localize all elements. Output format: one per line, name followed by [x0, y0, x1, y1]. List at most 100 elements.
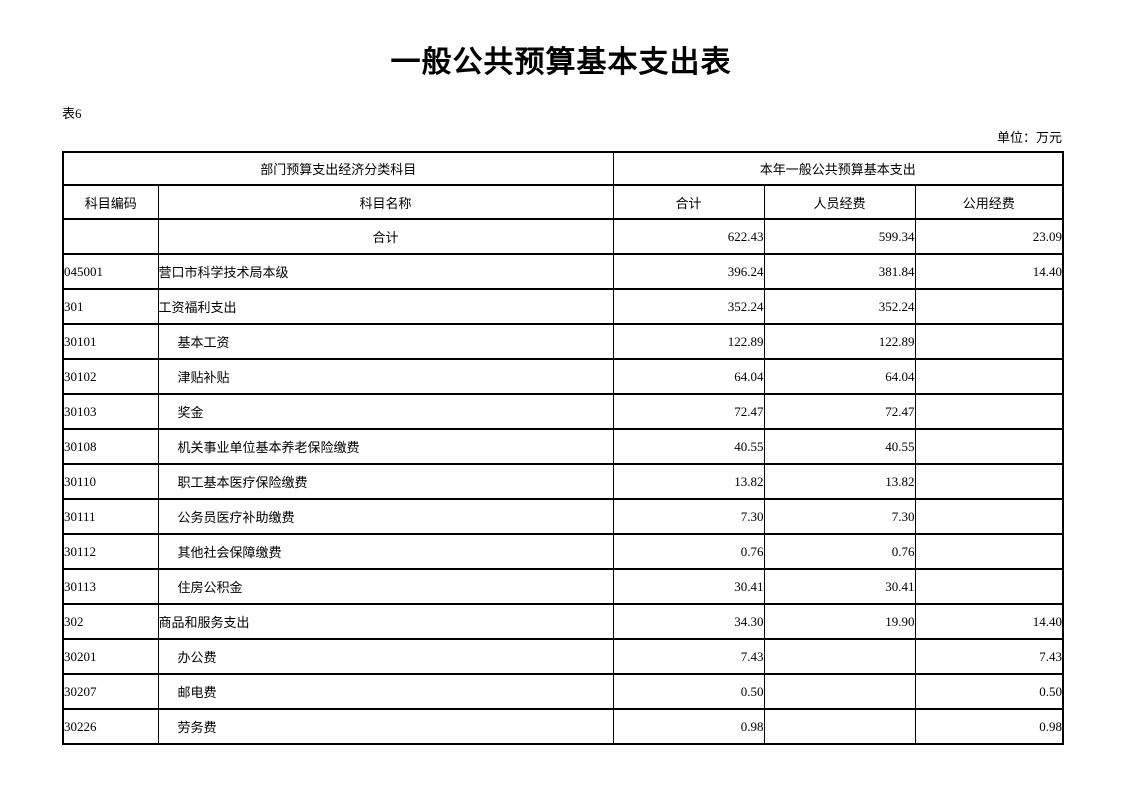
code-cell: 30112: [62, 533, 159, 570]
personnel-funds-cell: 64.04: [763, 358, 916, 395]
name-cell: 其他社会保障缴费: [157, 533, 614, 570]
personnel-funds-cell: 30.41: [763, 568, 916, 605]
unit-label: 单位：万元: [996, 130, 1062, 145]
table-row: 30113 住房公积金 30.41 30.41: [62, 568, 1064, 605]
public-funds-cell: [914, 393, 1064, 430]
public-funds-cell: [914, 288, 1064, 325]
header-personnel-funds: 人员经费: [763, 184, 916, 220]
personnel-funds-cell: 599.34: [763, 218, 916, 255]
public-funds-cell: 0.98: [914, 708, 1064, 745]
name-cell: 职工基本医疗保险缴费: [157, 463, 614, 500]
table-row: 30108 机关事业单位基本养老保险缴费 40.55 40.55: [62, 428, 1064, 465]
personnel-funds-cell: 381.84: [763, 253, 916, 290]
public-funds-cell: [914, 428, 1064, 465]
personnel-funds-cell: 352.24: [763, 288, 916, 325]
header-subject-name: 科目名称: [157, 184, 614, 220]
total-cell: 72.47: [612, 393, 765, 430]
personnel-funds-cell: [763, 673, 916, 710]
total-cell: 622.43: [612, 218, 765, 255]
code-cell: 045001: [62, 253, 159, 290]
table-number-label: 表6: [62, 106, 82, 121]
personnel-funds-cell: 40.55: [763, 428, 916, 465]
header-public-funds: 公用经费: [914, 184, 1064, 220]
table-row: 302 商品和服务支出 34.30 19.90 14.40: [62, 603, 1064, 640]
table-header-columns-row: 科目编码 科目名称 合计 人员经费 公用经费: [62, 184, 1064, 220]
public-funds-cell: 7.43: [914, 638, 1064, 675]
personnel-funds-cell: 0.76: [763, 533, 916, 570]
public-funds-cell: [914, 358, 1064, 395]
code-cell: 30103: [62, 393, 159, 430]
total-cell: 7.43: [612, 638, 765, 675]
name-cell: 住房公积金: [157, 568, 614, 605]
total-cell: 0.76: [612, 533, 765, 570]
total-cell: 13.82: [612, 463, 765, 500]
public-funds-cell: 14.40: [914, 603, 1064, 640]
header-total: 合计: [612, 184, 765, 220]
total-cell: 122.89: [612, 323, 765, 360]
personnel-funds-cell: 19.90: [763, 603, 916, 640]
public-funds-cell: 14.40: [914, 253, 1064, 290]
name-cell: 营口市科学技术局本级: [157, 253, 614, 290]
name-cell: 邮电费: [157, 673, 614, 710]
total-cell: 396.24: [612, 253, 765, 290]
table-row: 30207 邮电费 0.50 0.50: [62, 673, 1064, 710]
public-funds-cell: 23.09: [914, 218, 1064, 255]
header-current-year-basic-expenditure: 本年一般公共预算基本支出: [612, 151, 1064, 186]
code-cell: 302: [62, 603, 159, 640]
table-row: 30110 职工基本医疗保险缴费 13.82 13.82: [62, 463, 1064, 500]
code-cell: 30113: [62, 568, 159, 605]
code-cell: 30201: [62, 638, 159, 675]
total-cell: 34.30: [612, 603, 765, 640]
total-cell: 7.30: [612, 498, 765, 535]
personnel-funds-cell: 72.47: [763, 393, 916, 430]
table-header-group-row: 部门预算支出经济分类科目 本年一般公共预算基本支出: [62, 151, 1064, 186]
table-row: 30111 公务员医疗补助缴费 7.30 7.30: [62, 498, 1064, 535]
page-title: 一般公共预算基本支出表: [390, 46, 732, 79]
table-row: 045001 营口市科学技术局本级 396.24 381.84 14.40: [62, 253, 1064, 290]
name-cell: 劳务费: [157, 708, 614, 745]
header-economic-classification: 部门预算支出经济分类科目: [62, 151, 614, 186]
total-cell: 64.04: [612, 358, 765, 395]
name-cell: 合计: [157, 218, 614, 255]
code-cell: 30102: [62, 358, 159, 395]
name-cell: 公务员医疗补助缴费: [157, 498, 614, 535]
public-funds-cell: [914, 533, 1064, 570]
code-cell: 30111: [62, 498, 159, 535]
code-cell: 30226: [62, 708, 159, 745]
table-row: 30102 津贴补贴 64.04 64.04: [62, 358, 1064, 395]
name-cell: 基本工资: [157, 323, 614, 360]
total-cell: 0.50: [612, 673, 765, 710]
code-cell: 30108: [62, 428, 159, 465]
budget-table: 部门预算支出经济分类科目 本年一般公共预算基本支出 科目编码 科目名称 合计 人…: [62, 151, 1065, 745]
total-cell: 0.98: [612, 708, 765, 745]
name-cell: 商品和服务支出: [157, 603, 614, 640]
total-cell: 352.24: [612, 288, 765, 325]
table-row: 301 工资福利支出 352.24 352.24: [62, 288, 1064, 325]
code-cell: 30101: [62, 323, 159, 360]
table-row: 合计 622.43 599.34 23.09: [62, 218, 1064, 255]
public-funds-cell: [914, 323, 1064, 360]
code-cell: 301: [62, 288, 159, 325]
table-row: 30226 劳务费 0.98 0.98: [62, 708, 1064, 745]
code-cell: 30110: [62, 463, 159, 500]
public-funds-cell: [914, 498, 1064, 535]
table-row: 30103 奖金 72.47 72.47: [62, 393, 1064, 430]
table-row: 30201 办公费 7.43 7.43: [62, 638, 1064, 675]
document-content: 表6 单位：万元 部门预算支出经济分类科目 本年一般公共预算基本支出 科目编码 …: [62, 106, 1065, 745]
code-cell: 30207: [62, 673, 159, 710]
name-cell: 机关事业单位基本养老保险缴费: [157, 428, 614, 465]
public-funds-cell: [914, 568, 1064, 605]
public-funds-cell: [914, 463, 1064, 500]
total-cell: 30.41: [612, 568, 765, 605]
personnel-funds-cell: 7.30: [763, 498, 916, 535]
personnel-funds-cell: 122.89: [763, 323, 916, 360]
public-funds-cell: 0.50: [914, 673, 1064, 710]
personnel-funds-cell: [763, 638, 916, 675]
table-row: 30112 其他社会保障缴费 0.76 0.76: [62, 533, 1064, 570]
name-cell: 办公费: [157, 638, 614, 675]
table-body: 合计 622.43 599.34 23.09 045001 营口市科学技术局本级 396.2…: [62, 218, 1064, 745]
name-cell: 津贴补贴: [157, 358, 614, 395]
total-cell: 40.55: [612, 428, 765, 465]
code-cell: [62, 218, 159, 255]
